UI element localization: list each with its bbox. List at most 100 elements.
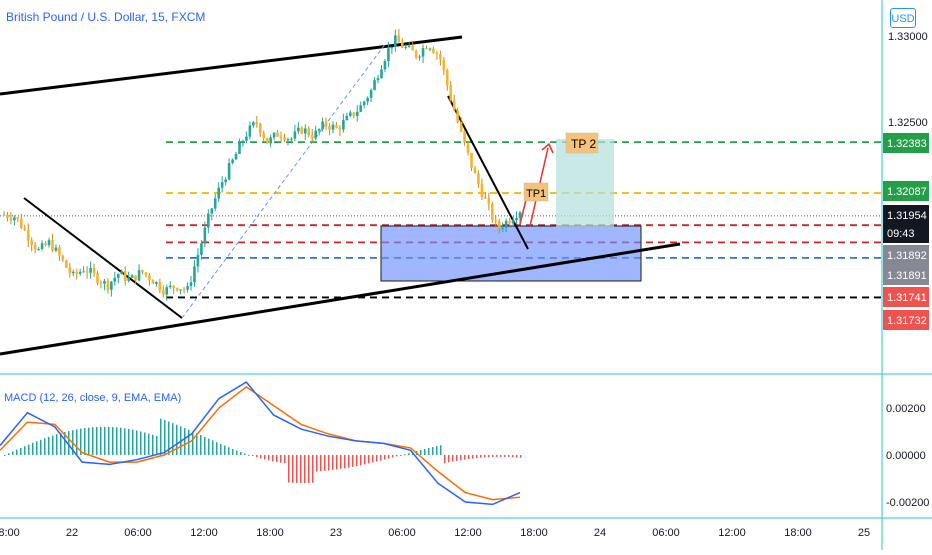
macd-histogram-bar xyxy=(264,455,266,460)
price-label: 1.31954 xyxy=(887,210,927,222)
macd-histogram-bar xyxy=(440,445,442,455)
candle-body xyxy=(452,100,456,111)
price-label: 1.31892 xyxy=(887,250,927,262)
candle-body xyxy=(248,125,252,137)
macd-histogram-bar xyxy=(252,455,254,457)
candle-body xyxy=(227,163,231,180)
candle-body xyxy=(459,121,463,131)
macd-histogram-bar xyxy=(320,455,322,472)
macd-histogram-bar xyxy=(348,455,350,468)
candle-body xyxy=(26,229,30,241)
candle-body xyxy=(151,280,155,284)
macd-histogram-bar xyxy=(308,455,310,484)
candle-body xyxy=(331,124,335,130)
macd-histogram-bar xyxy=(64,432,66,455)
macd-histogram-bar xyxy=(172,423,174,455)
candle-body xyxy=(110,281,113,290)
macd-histogram-bar xyxy=(420,450,422,455)
currency-button[interactable]: USD xyxy=(890,8,916,28)
candle-body xyxy=(172,285,175,288)
x-tick-label: 23 xyxy=(330,527,342,539)
macd-line xyxy=(0,381,521,506)
tp2-arrow-head xyxy=(541,142,554,154)
macd-histogram-bar xyxy=(12,451,14,455)
macd-histogram-bar xyxy=(152,434,154,455)
x-tick-label: 18:00 xyxy=(520,527,548,539)
macd-histogram-bar xyxy=(160,418,162,455)
price-label-box xyxy=(883,245,929,265)
candle-body xyxy=(33,244,37,250)
candle-body xyxy=(23,228,27,230)
macd-histogram-bar xyxy=(16,449,18,455)
candle-body xyxy=(2,214,6,216)
macd-histogram-bar xyxy=(76,429,78,455)
candle-body xyxy=(89,268,92,273)
candle-body xyxy=(328,125,331,130)
candle-body xyxy=(165,287,169,295)
price-label: 1.31741 xyxy=(887,292,927,304)
candle-body xyxy=(394,35,397,47)
candle-body xyxy=(335,124,338,128)
chart-title: British Pound / U.S. Dollar, 15, FXCM xyxy=(6,10,206,24)
candle-body xyxy=(78,271,82,274)
macd-histogram-bar xyxy=(32,442,34,455)
downtrend-line-1 xyxy=(23,197,183,319)
candle-body xyxy=(508,220,511,224)
macd-histogram-bar xyxy=(192,431,194,455)
candle-body xyxy=(71,271,75,274)
macd-histogram-bar xyxy=(20,447,22,455)
macd-histogram-bar xyxy=(176,424,178,455)
macd-histogram-bar xyxy=(328,455,330,471)
macd-histogram-bar xyxy=(136,430,138,455)
candle-body xyxy=(501,227,504,229)
candle-body xyxy=(477,173,480,184)
candle-body xyxy=(141,270,144,273)
candle-body xyxy=(203,227,207,244)
macd-histogram-bar xyxy=(132,429,134,455)
macd-histogram-bar xyxy=(468,455,470,460)
candle-body xyxy=(494,219,498,222)
x-tick-label: 22 xyxy=(66,527,78,539)
macd-histogram-bar xyxy=(352,455,354,467)
macd-histogram-bar xyxy=(224,445,226,455)
candle-body xyxy=(245,136,248,141)
tp2-label: TP 2 xyxy=(571,137,596,151)
candle-body xyxy=(51,240,54,251)
macd-histogram-bar xyxy=(520,455,522,458)
macd-histogram-bar xyxy=(324,455,326,471)
price-label-box xyxy=(883,223,929,243)
x-tick-label: 06:00 xyxy=(124,527,152,539)
candle-body xyxy=(366,97,369,102)
macd-histogram-bar xyxy=(92,427,94,455)
macd-histogram-bar xyxy=(24,446,26,455)
candle-body xyxy=(418,56,421,58)
candle-body xyxy=(504,220,508,228)
macd-histogram-bar xyxy=(60,433,62,455)
macd-histogram-bar xyxy=(48,436,50,455)
candle-body xyxy=(103,280,106,284)
macd-histogram-bar xyxy=(104,426,106,455)
candle-body xyxy=(106,280,110,290)
candle-body xyxy=(303,128,307,134)
channel-lower-line xyxy=(0,242,681,356)
candle-body xyxy=(400,42,404,48)
candle-body xyxy=(96,272,99,284)
candle-body xyxy=(317,129,321,131)
macd-histogram-bar xyxy=(228,447,230,455)
x-tick-label: 18:00 xyxy=(0,527,20,539)
macd-histogram-bar xyxy=(472,455,474,459)
candle-body xyxy=(515,217,518,221)
macd-histogram-bar xyxy=(268,455,270,461)
candle-body xyxy=(425,48,428,50)
macd-histogram-bar xyxy=(300,455,302,484)
x-tick-label: 18:00 xyxy=(256,527,284,539)
macd-histogram-bar xyxy=(112,427,114,455)
candle-body xyxy=(134,275,137,281)
candle-body xyxy=(120,271,124,275)
macd-histogram-bar xyxy=(376,455,378,462)
candle-body xyxy=(279,136,283,138)
macd-histogram-bar xyxy=(444,455,446,464)
x-tick-label: 12:00 xyxy=(190,527,218,539)
